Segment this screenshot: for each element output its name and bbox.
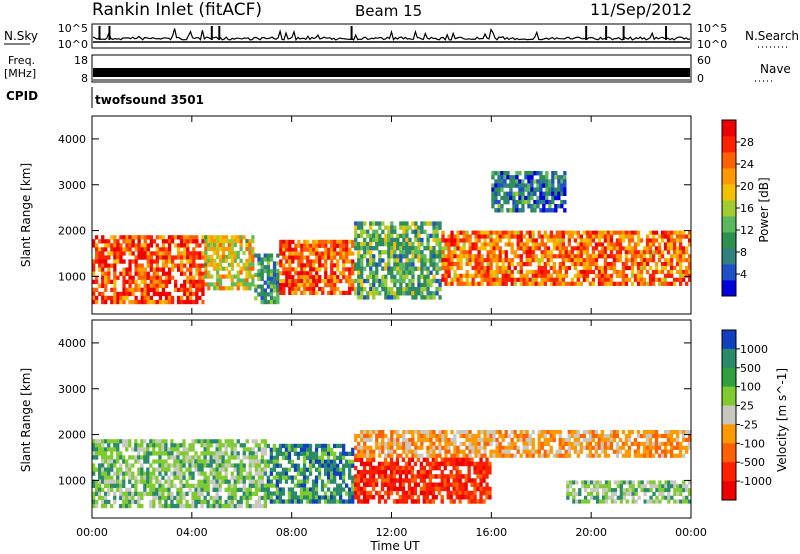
power-x-ticks (91, 116, 692, 314)
freq-panel: Freq. [MHz] 18 8 60 0 Nave (4, 54, 791, 85)
nsky-tick-bottom: 10^0 (58, 38, 88, 51)
colorbar-tick-label: -500 (740, 456, 765, 469)
colorbar-swatch (722, 200, 736, 217)
colorbar-tick-label: -25 (740, 418, 758, 431)
x-tick-label: 00:00 (76, 526, 108, 539)
cpid-label: CPID (6, 89, 38, 103)
nave-label: Nave (760, 62, 791, 76)
power-colorbar: 4 8 12 16 20 24 28 Power [dB] (721, 119, 771, 297)
nsearch-tick-top: 10^5 (697, 22, 727, 35)
colorbar-tick-label: 25 (740, 400, 754, 413)
y-tick-label: 2000 (58, 429, 86, 442)
freq-tick-top: 18 (74, 54, 88, 67)
colorbar-swatch (722, 264, 736, 281)
x-tick-label: 04:00 (176, 526, 208, 539)
colorbar-tick-label: -100 (740, 437, 765, 450)
colorbar-tick-label: 500 (740, 362, 761, 375)
y-tick-label: 4000 (58, 337, 86, 350)
colorbar-swatch (722, 152, 736, 169)
colorbar-tick-label: 1000 (740, 343, 768, 356)
nsky-trace (92, 26, 691, 43)
colorbar-tick-label: 12 (740, 224, 754, 237)
cpid-panel: CPID twofsound 3501 (6, 87, 204, 108)
freq-tick-bottom: 8 (81, 72, 88, 85)
nsearch-tick-bottom: 10^0 (697, 38, 727, 51)
station-title: Rankin Inlet (fitACF) (92, 0, 262, 20)
colorbar-swatch (722, 120, 736, 137)
colorbar-tick-label: 28 (740, 136, 754, 149)
colorbar-swatch (722, 405, 736, 425)
colorbar-tick-label: 4 (740, 268, 747, 281)
y-tick-label: 3000 (58, 383, 86, 396)
y-tick-label: 1000 (58, 474, 86, 487)
colorbar-swatch (722, 481, 736, 501)
velocity-xlabel: Time UT (369, 539, 420, 553)
nave-tick-top: 60 (697, 54, 711, 67)
colorbar-swatch (722, 348, 736, 369)
cpid-program: twofsound 3501 (95, 93, 204, 107)
colorbar-tick-label: 100 (740, 381, 761, 394)
velocity-data (92, 430, 692, 509)
colorbar-tick-label: 20 (740, 180, 754, 193)
x-tick-label: 20:00 (575, 526, 607, 539)
nsearch-label: N.Search (745, 29, 799, 43)
colorbar-swatch (722, 184, 736, 201)
colorbar-swatch (722, 386, 736, 406)
power-panel: 1000 2000 3000 4000 Slant Range [km] (19, 115, 692, 315)
velocity-colorbar-title: Velocity [m s^-1] (775, 368, 789, 472)
freq-label: Freq. (8, 54, 35, 67)
colorbar-tick-label: -1000 (740, 475, 772, 488)
x-tick-label: 08:00 (276, 526, 308, 539)
x-tick-label: 00:00 (675, 526, 707, 539)
velocity-ylabel: Slant Range [km] (19, 368, 33, 472)
date-label: 11/Sep/2012 (590, 0, 692, 19)
velocity-colorbar: 1000 500 100 25 -25 -100 -500 -1000 Velocity [m… (721, 329, 789, 501)
colorbar-swatch (722, 248, 736, 265)
y-tick-label: 3000 (58, 179, 86, 192)
nsky-tick-top: 10^5 (58, 22, 88, 35)
nsky-label: N.Sky (4, 29, 38, 43)
power-data (92, 171, 692, 305)
power-ylabel: Slant Range [km] (19, 163, 33, 267)
x-tick-label: 12:00 (376, 526, 408, 539)
colorbar-swatch (722, 136, 736, 153)
colorbar-swatch (722, 216, 736, 233)
y-tick-label: 2000 (58, 225, 86, 238)
x-tick-label: 16:00 (475, 526, 507, 539)
nsky-panel: N.Sky 10^5 10^0 10^5 10^0 N.Search (4, 22, 799, 51)
y-tick-label: 1000 (58, 270, 86, 283)
power-colorbar-title: Power [dB] (757, 177, 771, 242)
colorbar-tick-label: 16 (740, 202, 754, 215)
y-tick-label: 4000 (58, 133, 86, 146)
colorbar-swatch (722, 462, 736, 482)
colorbar-tick-label: 24 (740, 158, 754, 171)
colorbar-swatch (722, 280, 736, 297)
colorbar-tick-label: 8 (740, 246, 747, 259)
colorbar-swatch (722, 330, 736, 350)
freq-unit-label: [MHz] (4, 67, 36, 80)
colorbar-swatch (722, 443, 736, 463)
colorbar-swatch (722, 168, 736, 185)
velocity-x-axis: 00:00 04:00 08:00 12:00 16:00 20:00 00:00 (76, 320, 707, 539)
colorbar-swatch (722, 232, 736, 249)
velocity-y-axis: 1000 2000 3000 4000 (58, 337, 691, 487)
beam-label: Beam 15 (355, 2, 422, 20)
power-y-axis: 1000 2000 3000 4000 (58, 133, 691, 283)
nave-tick-bottom: 0 (697, 72, 704, 85)
colorbar-swatch (722, 367, 736, 388)
colorbar-swatch (722, 424, 736, 444)
